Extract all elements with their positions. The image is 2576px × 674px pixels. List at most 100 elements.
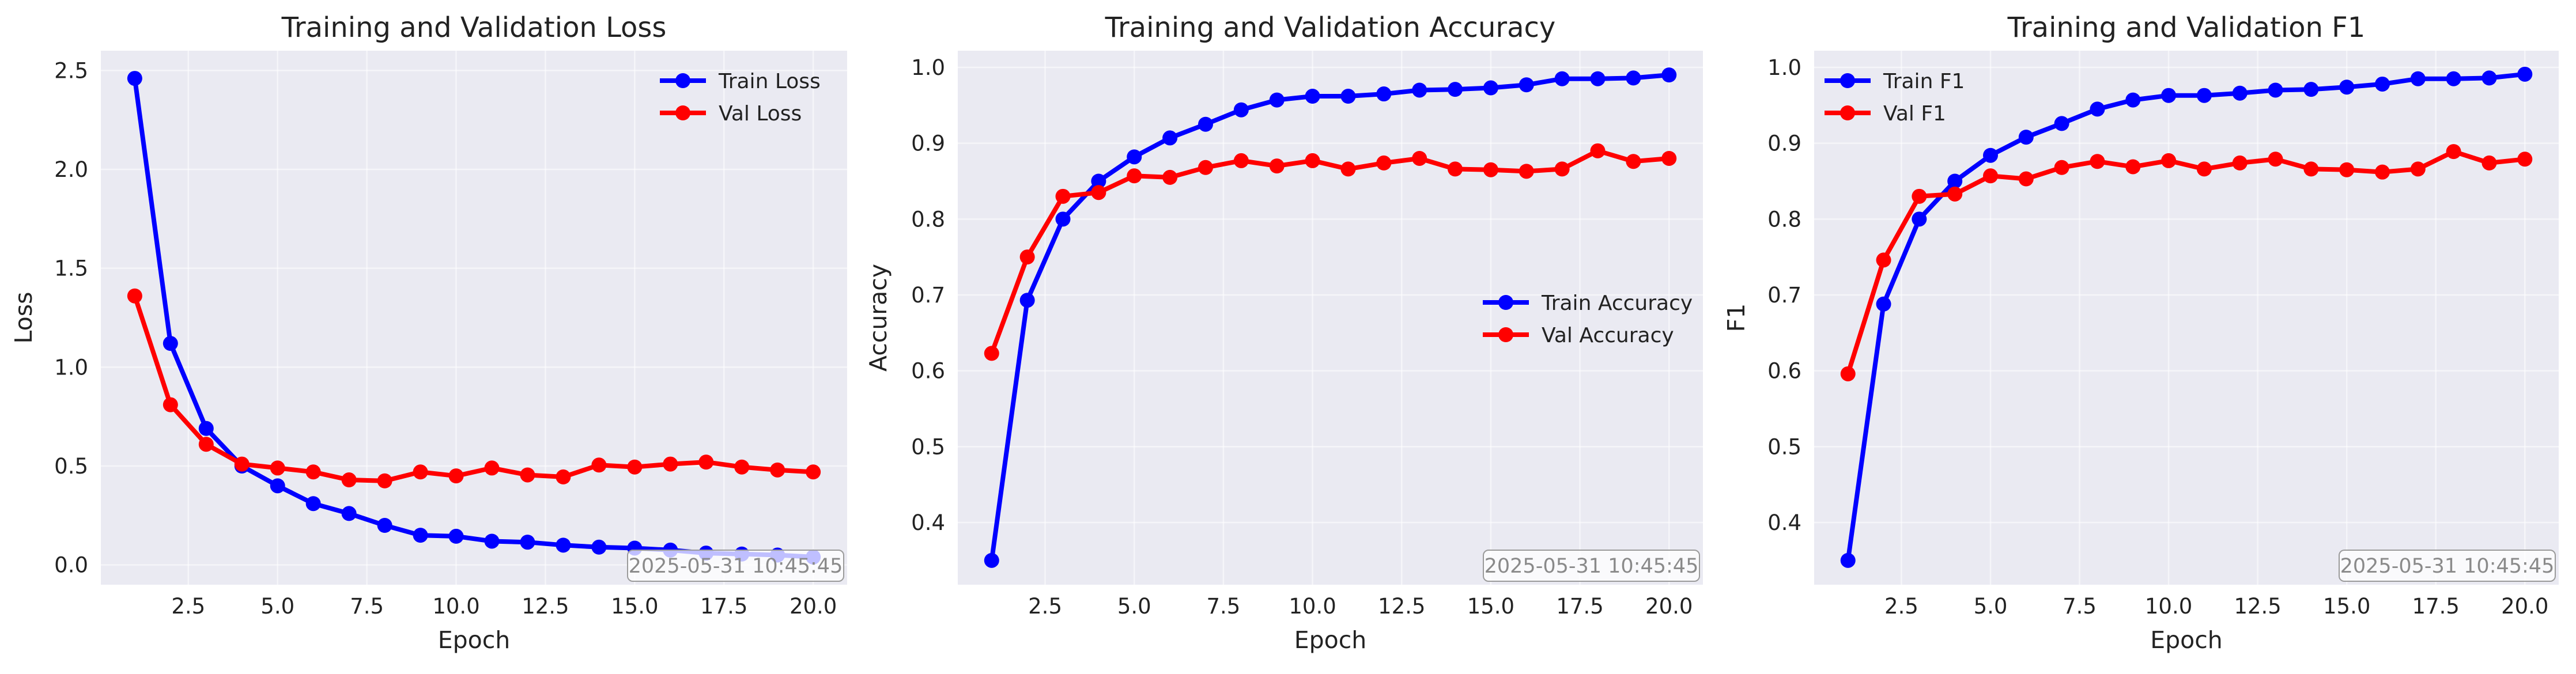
data-point-val bbox=[484, 460, 500, 476]
data-point-val bbox=[2018, 171, 2034, 187]
data-point-val bbox=[663, 456, 678, 472]
data-point-val bbox=[2161, 153, 2177, 168]
y-tick-label: 1.0 bbox=[1767, 55, 1801, 80]
data-point-train bbox=[1376, 86, 1392, 102]
legend-marker bbox=[1840, 73, 1855, 88]
data-point-val bbox=[1840, 366, 1856, 381]
x-tick-label: 5.0 bbox=[260, 594, 294, 619]
data-point-val bbox=[413, 464, 428, 480]
x-tick-label: 20.0 bbox=[2501, 594, 2548, 619]
data-point-train bbox=[1091, 173, 1106, 189]
data-point-train bbox=[270, 478, 285, 494]
data-point-val bbox=[2232, 155, 2248, 171]
data-point-val bbox=[1519, 164, 1534, 179]
y-tick-label: 0.5 bbox=[911, 434, 945, 459]
y-tick-label: 0.6 bbox=[1767, 359, 1801, 384]
data-point-train bbox=[1019, 293, 1035, 308]
chart-title: Training and Validation Loss bbox=[281, 12, 667, 44]
y-axis-label: Loss bbox=[10, 292, 37, 344]
y-tick-label: 0.4 bbox=[911, 510, 945, 535]
data-point-train bbox=[1412, 82, 1427, 98]
data-point-val bbox=[2196, 161, 2212, 177]
y-tick-label: 0.5 bbox=[1767, 434, 1801, 459]
chart-panel-3: 2.5 5.0 7.5 10.0 12.5 15.0 17.5 20.0 0.4 0.5 0.6 0.… bbox=[1723, 12, 2559, 654]
data-point-train bbox=[556, 537, 571, 553]
y-tick-label: 0.0 bbox=[54, 553, 88, 578]
data-point-val bbox=[270, 460, 285, 476]
y-tick-label: 0.9 bbox=[1767, 131, 1801, 156]
legend: Train Loss Val Loss bbox=[660, 70, 821, 126]
x-axis-label: Epoch bbox=[2150, 626, 2223, 654]
x-tick-label: 2.5 bbox=[1884, 594, 1918, 619]
data-point-val bbox=[591, 457, 607, 473]
data-point-train bbox=[2268, 82, 2283, 98]
data-point-train bbox=[1519, 77, 1534, 93]
data-point-train bbox=[1340, 89, 1356, 104]
legend-marker bbox=[1498, 295, 1513, 310]
data-point-val bbox=[2125, 159, 2141, 175]
data-point-train bbox=[2303, 82, 2319, 97]
data-point-val bbox=[1983, 168, 1998, 184]
data-point-train bbox=[2090, 101, 2105, 117]
data-point-val bbox=[1661, 150, 1677, 166]
x-tick-label: 20.0 bbox=[1645, 594, 1693, 619]
data-point-val bbox=[1233, 153, 1249, 168]
y-tick-label: 0.7 bbox=[1767, 283, 1801, 308]
legend-label: Train F1 bbox=[1883, 70, 1965, 93]
x-tick-label: 15.0 bbox=[1467, 594, 1514, 619]
data-point-val bbox=[1019, 249, 1035, 265]
x-tick-label: 10.0 bbox=[1289, 594, 1336, 619]
data-point-train bbox=[127, 71, 142, 86]
data-point-val bbox=[2375, 164, 2390, 180]
x-tick-label: 2.5 bbox=[171, 594, 205, 619]
y-tick-label: 0.9 bbox=[911, 131, 945, 156]
legend-label: Train Accuracy bbox=[1541, 291, 1693, 315]
chart-title: Training and Validation F1 bbox=[2007, 12, 2366, 44]
data-point-train bbox=[1626, 70, 1641, 86]
data-point-val bbox=[2303, 161, 2319, 177]
timestamp-box bbox=[1483, 550, 1700, 582]
x-tick-label: 2.5 bbox=[1028, 594, 1062, 619]
y-tick-label: 0.5 bbox=[54, 454, 88, 479]
timestamp-label: 2025-05-31 10:45:45 bbox=[1485, 555, 1699, 578]
timestamp-box bbox=[2339, 550, 2556, 582]
data-point-val bbox=[1590, 143, 1606, 158]
data-point-val bbox=[520, 467, 535, 483]
y-tick-label: 1.0 bbox=[911, 55, 945, 80]
data-point-train bbox=[1198, 116, 1213, 132]
data-point-val bbox=[1947, 186, 1963, 202]
x-axis-label: Epoch bbox=[1294, 626, 1367, 654]
data-point-train bbox=[2375, 76, 2390, 92]
data-point-train bbox=[163, 336, 178, 351]
data-point-val bbox=[1876, 252, 1891, 268]
y-tick-label: 0.8 bbox=[1767, 207, 1801, 232]
data-point-train bbox=[1983, 147, 1998, 163]
plot-area bbox=[958, 51, 1703, 585]
x-tick-label: 17.5 bbox=[1556, 594, 1603, 619]
data-point-train bbox=[341, 506, 357, 521]
x-tick-label: 5.0 bbox=[1974, 594, 2008, 619]
data-point-val bbox=[1162, 169, 1178, 185]
plot-area bbox=[101, 51, 847, 585]
x-tick-label: 12.5 bbox=[1378, 594, 1425, 619]
data-point-train bbox=[1947, 173, 1963, 189]
timestamp-box bbox=[627, 550, 844, 582]
timestamp-label: 2025-05-31 10:45:45 bbox=[629, 555, 843, 578]
x-tick-label: 17.5 bbox=[2412, 594, 2460, 619]
data-point-val bbox=[627, 459, 643, 475]
x-tick-label: 17.5 bbox=[700, 594, 747, 619]
data-point-val bbox=[1554, 161, 1570, 177]
data-point-train bbox=[1661, 67, 1677, 83]
y-axis-label: Accuracy bbox=[864, 264, 892, 372]
data-point-val bbox=[734, 459, 750, 475]
x-tick-label: 7.5 bbox=[2063, 594, 2097, 619]
data-point-val bbox=[2446, 144, 2461, 160]
data-point-train bbox=[1590, 71, 1606, 86]
data-point-train bbox=[1233, 102, 1249, 118]
data-point-train bbox=[520, 535, 535, 550]
data-point-val bbox=[448, 468, 464, 484]
x-tick-label: 7.5 bbox=[350, 594, 384, 619]
y-tick-label: 2.0 bbox=[54, 157, 88, 182]
data-point-val bbox=[1376, 155, 1392, 171]
